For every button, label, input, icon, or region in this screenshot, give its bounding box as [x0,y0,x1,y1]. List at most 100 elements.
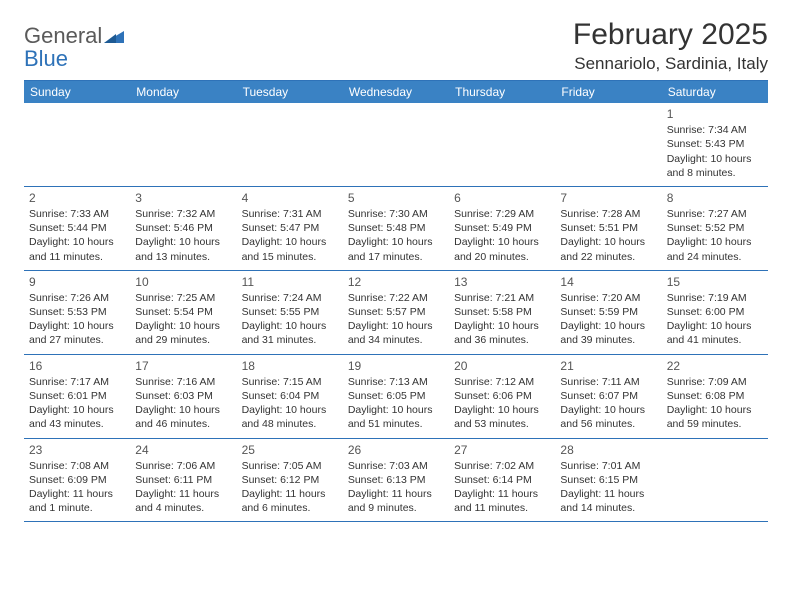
sunset-text: Sunset: 5:58 PM [454,305,550,319]
daylight-text: Daylight: 10 hours and 46 minutes. [135,403,231,431]
day-number: 7 [560,190,656,206]
weekday-row: SundayMondayTuesdayWednesdayThursdayFrid… [24,81,768,103]
day-number: 16 [29,358,125,374]
sunrise-text: Sunrise: 7:21 AM [454,291,550,305]
calendar-day-cell: 16Sunrise: 7:17 AMSunset: 6:01 PMDayligh… [24,354,130,438]
sunrise-text: Sunrise: 7:06 AM [135,459,231,473]
day-number: 18 [242,358,338,374]
daylight-text: Daylight: 11 hours and 11 minutes. [454,487,550,515]
calendar-day-cell: 22Sunrise: 7:09 AMSunset: 6:08 PMDayligh… [662,354,768,438]
sunrise-text: Sunrise: 7:02 AM [454,459,550,473]
calendar-day-cell: 10Sunrise: 7:25 AMSunset: 5:54 PMDayligh… [130,270,236,354]
calendar-empty-cell [662,438,768,522]
day-number: 13 [454,274,550,290]
calendar-day-cell: 6Sunrise: 7:29 AMSunset: 5:49 PMDaylight… [449,186,555,270]
logo-text-1: General [24,23,102,48]
weekday-header: Monday [130,81,236,103]
daylight-text: Daylight: 11 hours and 1 minute. [29,487,125,515]
sunrise-text: Sunrise: 7:27 AM [667,207,763,221]
day-number: 17 [135,358,231,374]
day-number: 11 [242,274,338,290]
sunset-text: Sunset: 6:03 PM [135,389,231,403]
sunset-text: Sunset: 6:08 PM [667,389,763,403]
day-number: 8 [667,190,763,206]
daylight-text: Daylight: 11 hours and 9 minutes. [348,487,444,515]
sunset-text: Sunset: 6:07 PM [560,389,656,403]
sunrise-text: Sunrise: 7:26 AM [29,291,125,305]
title-block: February 2025 Sennariolo, Sardinia, Ital… [573,18,768,74]
calendar-day-cell: 2Sunrise: 7:33 AMSunset: 5:44 PMDaylight… [24,186,130,270]
day-number: 1 [667,106,763,122]
day-number: 14 [560,274,656,290]
sunset-text: Sunset: 6:15 PM [560,473,656,487]
sunrise-text: Sunrise: 7:22 AM [348,291,444,305]
sunrise-text: Sunrise: 7:12 AM [454,375,550,389]
weekday-header: Thursday [449,81,555,103]
calendar-day-cell: 28Sunrise: 7:01 AMSunset: 6:15 PMDayligh… [555,438,661,522]
daylight-text: Daylight: 10 hours and 43 minutes. [29,403,125,431]
calendar-empty-cell [555,103,661,186]
sunrise-text: Sunrise: 7:08 AM [29,459,125,473]
sunrise-text: Sunrise: 7:33 AM [29,207,125,221]
calendar-day-cell: 12Sunrise: 7:22 AMSunset: 5:57 PMDayligh… [343,270,449,354]
calendar-day-cell: 8Sunrise: 7:27 AMSunset: 5:52 PMDaylight… [662,186,768,270]
calendar-day-cell: 23Sunrise: 7:08 AMSunset: 6:09 PMDayligh… [24,438,130,522]
daylight-text: Daylight: 10 hours and 8 minutes. [667,152,763,180]
page-header: GeneralBlue February 2025 Sennariolo, Sa… [24,18,768,74]
calendar-week-row: 16Sunrise: 7:17 AMSunset: 6:01 PMDayligh… [24,354,768,438]
sunset-text: Sunset: 5:43 PM [667,137,763,151]
daylight-text: Daylight: 10 hours and 31 minutes. [242,319,338,347]
calendar-day-cell: 4Sunrise: 7:31 AMSunset: 5:47 PMDaylight… [237,186,343,270]
sunset-text: Sunset: 6:13 PM [348,473,444,487]
sunrise-text: Sunrise: 7:15 AM [242,375,338,389]
calendar-day-cell: 3Sunrise: 7:32 AMSunset: 5:46 PMDaylight… [130,186,236,270]
calendar-day-cell: 1Sunrise: 7:34 AMSunset: 5:43 PMDaylight… [662,103,768,186]
daylight-text: Daylight: 10 hours and 13 minutes. [135,235,231,263]
day-number: 26 [348,442,444,458]
sunset-text: Sunset: 5:48 PM [348,221,444,235]
sunset-text: Sunset: 5:54 PM [135,305,231,319]
daylight-text: Daylight: 10 hours and 36 minutes. [454,319,550,347]
location-subtitle: Sennariolo, Sardinia, Italy [573,54,768,74]
day-number: 5 [348,190,444,206]
daylight-text: Daylight: 10 hours and 51 minutes. [348,403,444,431]
logo-text-2: Blue [24,46,68,71]
logo: GeneralBlue [24,24,126,70]
calendar-week-row: 2Sunrise: 7:33 AMSunset: 5:44 PMDaylight… [24,186,768,270]
daylight-text: Daylight: 10 hours and 15 minutes. [242,235,338,263]
sunset-text: Sunset: 5:52 PM [667,221,763,235]
calendar-week-row: 1Sunrise: 7:34 AMSunset: 5:43 PMDaylight… [24,103,768,186]
daylight-text: Daylight: 10 hours and 59 minutes. [667,403,763,431]
calendar-day-cell: 11Sunrise: 7:24 AMSunset: 5:55 PMDayligh… [237,270,343,354]
day-number: 10 [135,274,231,290]
calendar-week-row: 23Sunrise: 7:08 AMSunset: 6:09 PMDayligh… [24,438,768,522]
sunset-text: Sunset: 6:06 PM [454,389,550,403]
calendar-table: SundayMondayTuesdayWednesdayThursdayFrid… [24,81,768,522]
day-number: 3 [135,190,231,206]
sunrise-text: Sunrise: 7:24 AM [242,291,338,305]
calendar-day-cell: 25Sunrise: 7:05 AMSunset: 6:12 PMDayligh… [237,438,343,522]
calendar-day-cell: 21Sunrise: 7:11 AMSunset: 6:07 PMDayligh… [555,354,661,438]
calendar-page: GeneralBlue February 2025 Sennariolo, Sa… [0,0,792,532]
daylight-text: Daylight: 10 hours and 48 minutes. [242,403,338,431]
calendar-day-cell: 5Sunrise: 7:30 AMSunset: 5:48 PMDaylight… [343,186,449,270]
daylight-text: Daylight: 11 hours and 14 minutes. [560,487,656,515]
calendar-day-cell: 20Sunrise: 7:12 AMSunset: 6:06 PMDayligh… [449,354,555,438]
sunrise-text: Sunrise: 7:31 AM [242,207,338,221]
calendar-day-cell: 14Sunrise: 7:20 AMSunset: 5:59 PMDayligh… [555,270,661,354]
sunrise-text: Sunrise: 7:17 AM [29,375,125,389]
sunrise-text: Sunrise: 7:28 AM [560,207,656,221]
day-number: 12 [348,274,444,290]
sunset-text: Sunset: 5:53 PM [29,305,125,319]
daylight-text: Daylight: 11 hours and 6 minutes. [242,487,338,515]
calendar-day-cell: 26Sunrise: 7:03 AMSunset: 6:13 PMDayligh… [343,438,449,522]
sunrise-text: Sunrise: 7:19 AM [667,291,763,305]
daylight-text: Daylight: 10 hours and 56 minutes. [560,403,656,431]
calendar-day-cell: 13Sunrise: 7:21 AMSunset: 5:58 PMDayligh… [449,270,555,354]
calendar-body: 1Sunrise: 7:34 AMSunset: 5:43 PMDaylight… [24,103,768,522]
day-number: 19 [348,358,444,374]
calendar-day-cell: 19Sunrise: 7:13 AMSunset: 6:05 PMDayligh… [343,354,449,438]
calendar-day-cell: 9Sunrise: 7:26 AMSunset: 5:53 PMDaylight… [24,270,130,354]
sunrise-text: Sunrise: 7:03 AM [348,459,444,473]
daylight-text: Daylight: 10 hours and 17 minutes. [348,235,444,263]
